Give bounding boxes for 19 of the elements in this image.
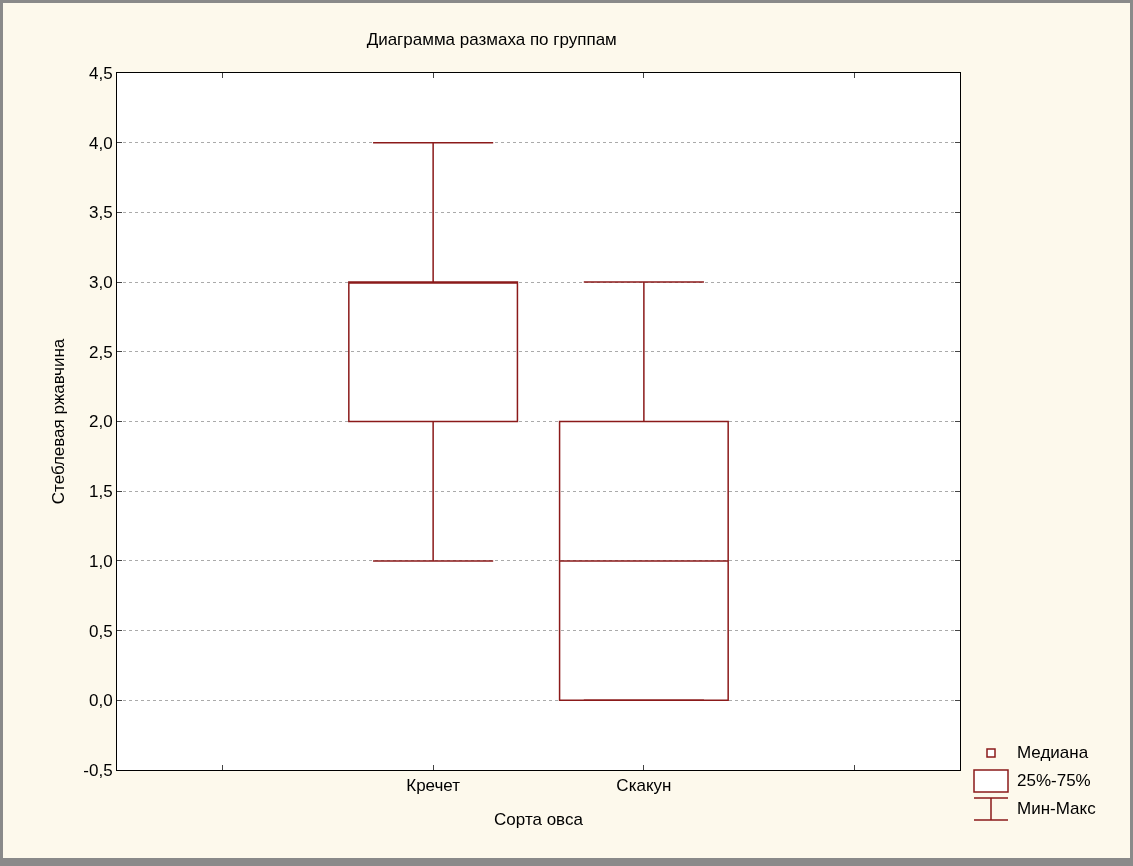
y-tick-label: 2,0 — [88, 412, 113, 432]
text: Мин-Макс — [1017, 799, 1096, 819]
y-tick-label: 4,0 — [88, 133, 113, 153]
y-tick-label: 1,5 — [88, 482, 113, 502]
x-tick-label: Кречет — [406, 776, 461, 796]
text: Медиана — [1017, 743, 1089, 763]
y-tick-label: 1,0 — [88, 551, 113, 571]
chart-title: Диаграмма размаха по группам — [366, 29, 617, 49]
y-tick-label: 0,0 — [88, 691, 113, 711]
y-tick-label: 3,0 — [88, 273, 113, 293]
y-axis-title: Стеблевая ржавчина — [48, 338, 68, 505]
y-tick-label: 3,5 — [88, 203, 113, 223]
y-tick-label: 4,5 — [88, 63, 113, 83]
y-tick-label: -0,5 — [83, 760, 113, 780]
y-tick-label: 0,5 — [88, 621, 113, 641]
x-axis-title: Сорта овса — [494, 809, 584, 829]
text: 25%-75% — [1017, 771, 1091, 791]
x-tick-label: Скакун — [616, 776, 672, 796]
y-tick-label: 2,5 — [88, 342, 113, 362]
